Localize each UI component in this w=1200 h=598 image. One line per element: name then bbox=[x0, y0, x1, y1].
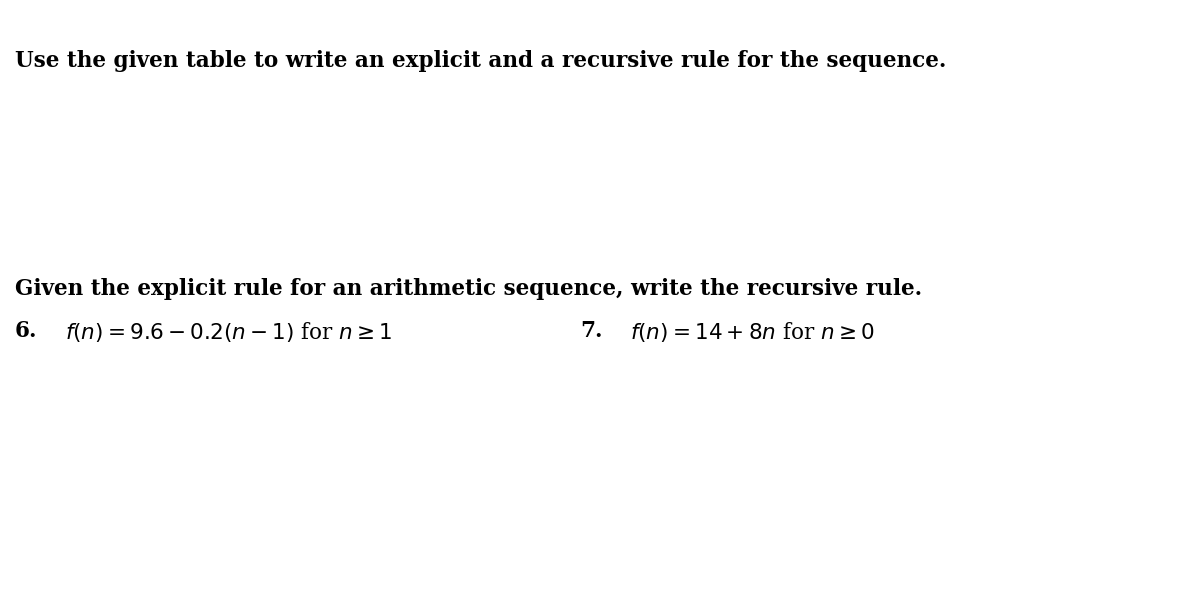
Text: $f(n) = 9.6 - 0.2(n - 1)$ for $n \geq 1$: $f(n) = 9.6 - 0.2(n - 1)$ for $n \geq 1$ bbox=[65, 320, 392, 344]
Text: Given the explicit rule for an arithmetic sequence, write the recursive rule.: Given the explicit rule for an arithmeti… bbox=[14, 278, 922, 300]
Text: 6.: 6. bbox=[14, 320, 37, 342]
Text: $f(n) = 14 + 8n$ for $n \geq 0$: $f(n) = 14 + 8n$ for $n \geq 0$ bbox=[630, 320, 875, 344]
Text: 7.: 7. bbox=[580, 320, 602, 342]
Text: Use the given table to write an explicit and a recursive rule for the sequence.: Use the given table to write an explicit… bbox=[14, 50, 947, 72]
